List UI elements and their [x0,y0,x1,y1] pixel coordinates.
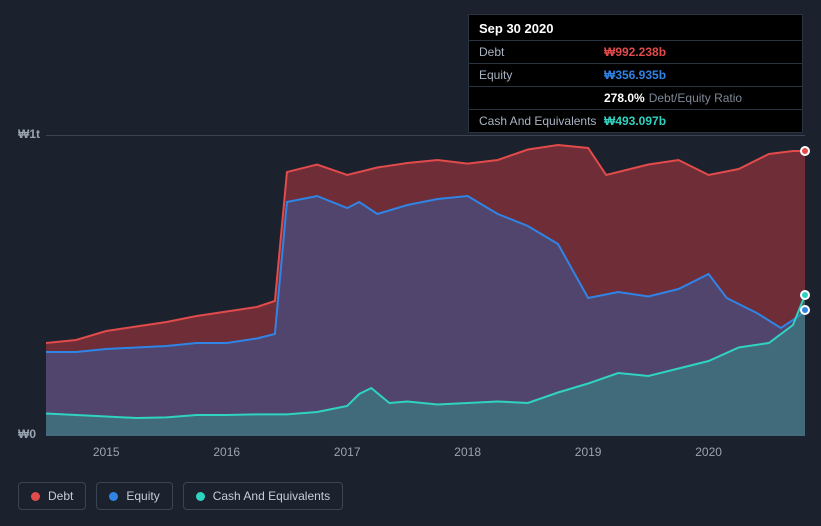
tooltip-row: Debt₩992.238b [469,40,802,63]
x-axis-label: 2016 [213,445,240,459]
x-axis-label: 2018 [454,445,481,459]
series-marker [800,290,810,300]
legend-dot [31,492,40,501]
tooltip-value: 278.0% [604,91,645,105]
tooltip-row: Equity₩356.935b [469,63,802,86]
legend-item-equity[interactable]: Equity [96,482,172,510]
area-chart: ₩1t ₩0 [18,125,805,455]
tooltip-row: Cash And Equivalents₩493.097b [469,109,802,132]
tooltip-label: Debt [479,45,604,59]
tooltip-row: 278.0% Debt/Equity Ratio [469,86,802,109]
chart-svg [46,136,805,436]
legend-item-cash[interactable]: Cash And Equivalents [183,482,343,510]
x-axis-label: 2020 [695,445,722,459]
tooltip-label: Equity [479,68,604,82]
legend-label: Debt [48,489,73,503]
x-axis-label: 2015 [93,445,120,459]
series-marker [800,305,810,315]
tooltip-value: ₩493.097b [604,114,666,128]
tooltip-label: Cash And Equivalents [479,114,604,128]
tooltip-value: ₩356.935b [604,68,666,82]
legend-dot [196,492,205,501]
legend-item-debt[interactable]: Debt [18,482,86,510]
tooltip-date: Sep 30 2020 [469,15,802,40]
x-axis-label: 2019 [575,445,602,459]
tooltip-value: ₩992.238b [604,45,666,59]
legend-label: Equity [126,489,159,503]
legend: Debt Equity Cash And Equivalents [18,482,343,510]
y-axis-label: ₩0 [18,427,36,441]
legend-dot [109,492,118,501]
legend-label: Cash And Equivalents [213,489,330,503]
series-marker [800,146,810,156]
x-axis-label: 2017 [334,445,361,459]
chart-tooltip: Sep 30 2020 Debt₩992.238bEquity₩356.935b… [468,14,803,133]
plot-area [46,135,805,435]
y-axis-label: ₩1t [18,127,40,141]
tooltip-note: Debt/Equity Ratio [649,91,742,105]
